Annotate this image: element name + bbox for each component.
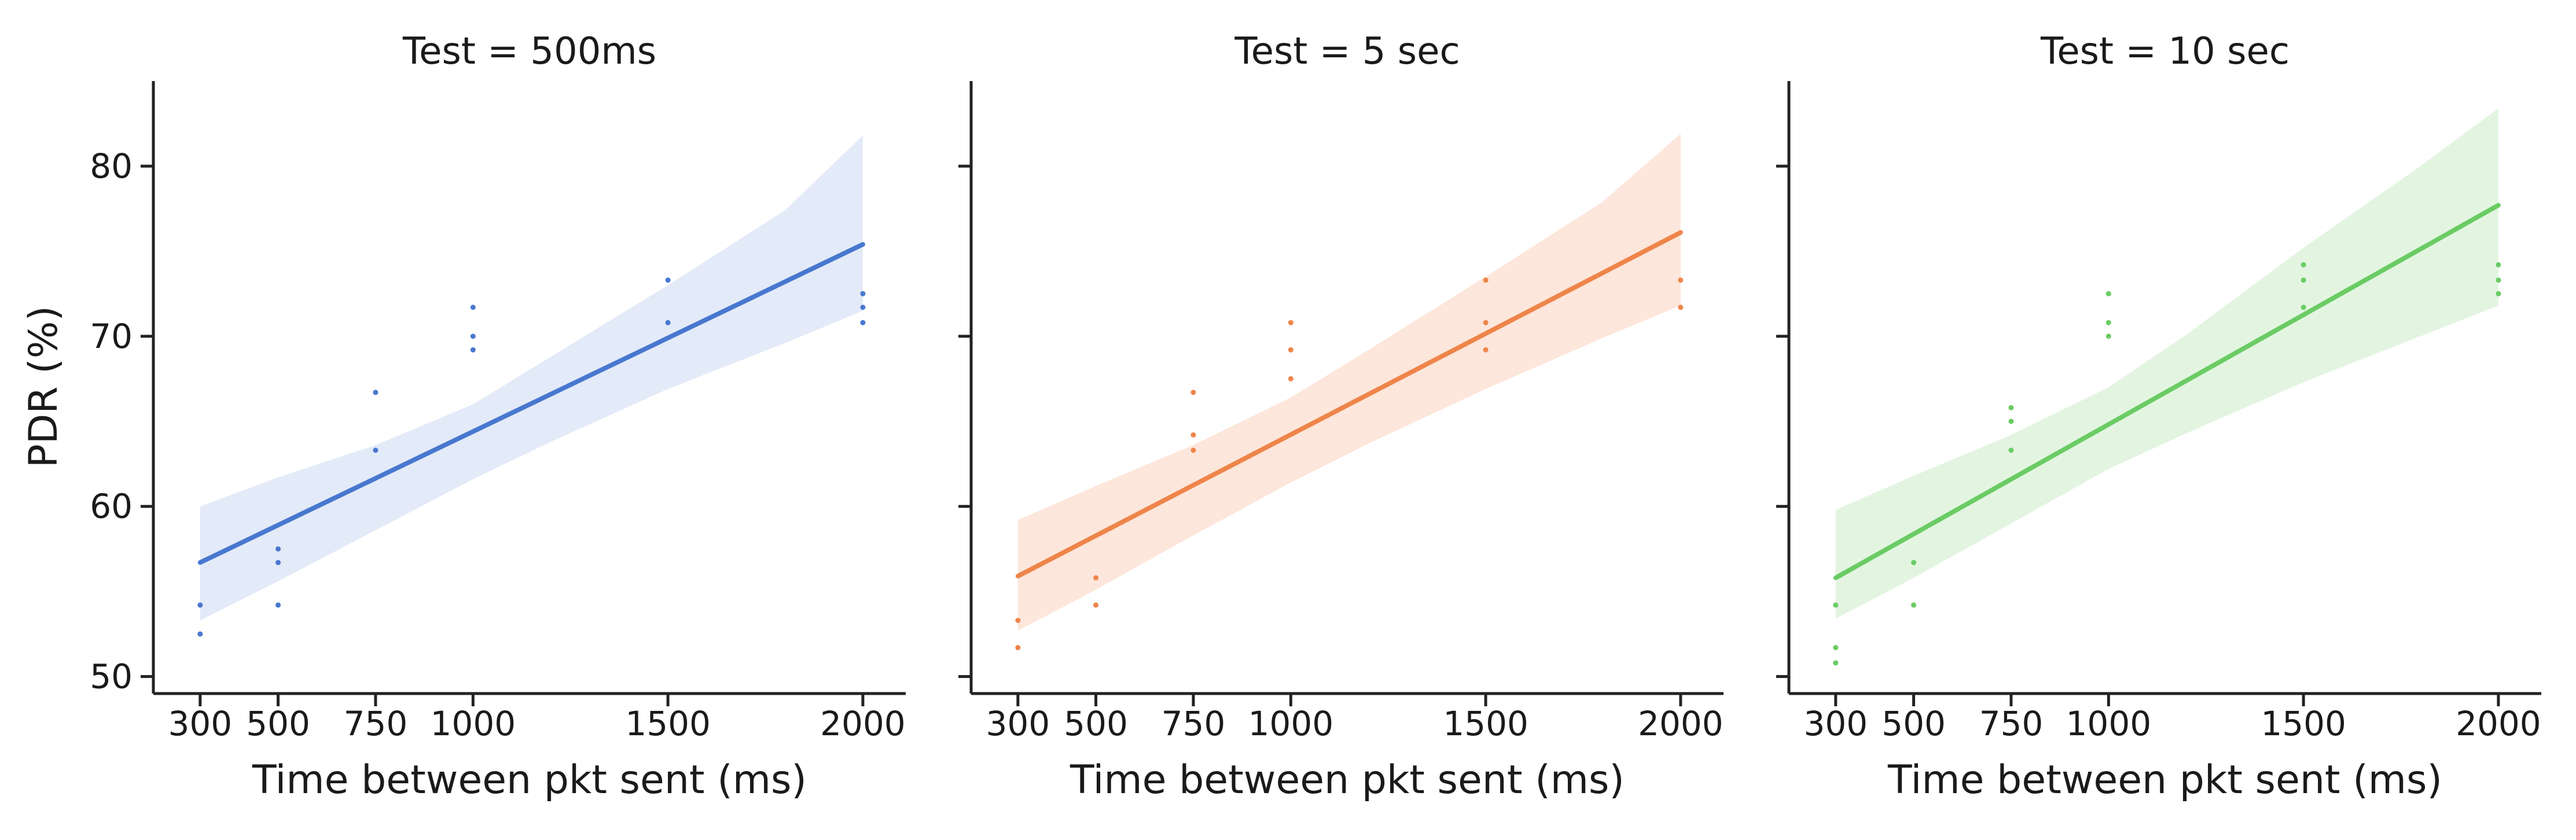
panel-1-data-point xyxy=(197,602,203,608)
y-axis-label: PDR (%) xyxy=(21,306,67,468)
panel-1-data-point xyxy=(470,333,476,339)
panel-3-data-point xyxy=(2105,333,2111,339)
panel-1-data-point xyxy=(470,347,476,353)
panel-3-x-tick-label: 500 xyxy=(1882,704,1946,743)
panel-2-data-point xyxy=(1678,277,1684,283)
panel-1-x-tick-label: 750 xyxy=(344,704,408,743)
panel-1-data-point xyxy=(275,602,281,608)
panel-3-data-point xyxy=(2301,277,2306,283)
panel-2-data-point xyxy=(1190,390,1196,395)
panel-1-data-point xyxy=(197,631,203,637)
panel-3-x-tick-label: 1000 xyxy=(2066,704,2152,743)
panel-3-data-point xyxy=(1911,602,1917,608)
panel-2-regression-line xyxy=(1015,230,1683,579)
panel-2-x-tick-label: 750 xyxy=(1162,704,1226,743)
panel-2-title: Test = 5 sec xyxy=(1234,30,1460,73)
panel-2-data-point xyxy=(1678,305,1684,310)
panel-1-x-tick-label: 500 xyxy=(246,704,310,743)
panel-2-confidence-band xyxy=(1017,134,1681,631)
panel-3-data-point xyxy=(2496,262,2501,267)
panel-3-data-point xyxy=(2105,320,2111,325)
panel-3-data-point xyxy=(2008,419,2014,424)
panel-1-data-point xyxy=(275,546,281,552)
panel-2-data-point xyxy=(1190,432,1196,438)
panel-1-data-point xyxy=(860,291,866,296)
panel-1-confidence-band xyxy=(200,135,863,621)
panel-3-data-point xyxy=(2301,262,2306,267)
panel-3-title: Test = 10 sec xyxy=(2040,30,2290,73)
panel-3-data-point xyxy=(1833,660,1839,666)
panel-3-data-point xyxy=(2105,291,2111,296)
panel-2-data-point xyxy=(1483,320,1489,325)
panel-3-x-tick-label: 2000 xyxy=(2456,704,2541,743)
y-tick-label: 50 xyxy=(90,657,133,696)
panel-1-data-point xyxy=(860,305,866,310)
panel-2-x-axis-label: Time between pkt sent (ms) xyxy=(1070,757,1625,803)
panel-3-data-point xyxy=(2301,305,2306,310)
panel-1-data-point xyxy=(470,305,476,310)
panel-1-regression-line xyxy=(197,242,865,565)
y-tick-label: 80 xyxy=(90,146,133,186)
panel-3-data-point xyxy=(2496,291,2501,296)
panel-3-x-tick-label: 750 xyxy=(1979,704,2044,743)
panel-3-data-point xyxy=(1833,602,1839,608)
panel-3-data-point xyxy=(1911,560,1917,566)
panel-2-data-point xyxy=(1483,347,1489,353)
panel-3-confidence-band xyxy=(1835,108,2498,619)
panel-3-x-axis-label: Time between pkt sent (ms) xyxy=(1887,757,2442,803)
panel-2-data-point xyxy=(1015,618,1021,623)
panel-1-x-tick-label: 1000 xyxy=(431,704,516,743)
panel-1-x-tick-label: 2000 xyxy=(820,704,906,743)
panel-2-data-point xyxy=(1288,320,1293,325)
panel-3-data-point xyxy=(2008,405,2014,410)
panel-1-data-point xyxy=(860,320,866,325)
panel-1-title: Test = 500ms xyxy=(402,30,656,73)
panel-2-x-tick-label: 1000 xyxy=(1248,704,1334,743)
y-tick-label: 60 xyxy=(90,487,133,526)
panel-1-data-point xyxy=(373,390,379,395)
panel-3-regression-line xyxy=(1833,203,2501,581)
panel-2-x-tick-label: 1500 xyxy=(1443,704,1528,743)
panel-2-data-point xyxy=(1190,447,1196,453)
panel-2-data-point xyxy=(1288,347,1293,353)
panel-1-data-point xyxy=(665,320,671,325)
panel-2-x-tick-label: 300 xyxy=(986,704,1050,743)
panel-1-x-tick-label: 1500 xyxy=(625,704,711,743)
panel-1-data-point xyxy=(665,277,671,283)
panel-3-x-tick-label: 1500 xyxy=(2261,704,2346,743)
panel-1-data-point xyxy=(275,560,281,566)
panel-3-data-point xyxy=(1833,645,1839,651)
panel-3-x-tick-label: 300 xyxy=(1803,704,1868,743)
panel-1-x-tick-label: 300 xyxy=(168,704,232,743)
panel-2-data-point xyxy=(1288,376,1293,382)
panel-2-data-point xyxy=(1093,575,1099,581)
panel-1-x-axis-label: Time between pkt sent (ms) xyxy=(252,757,807,803)
panel-2-data-point xyxy=(1483,277,1489,283)
panel-2-x-tick-label: 2000 xyxy=(1638,704,1724,743)
panel-3-data-point xyxy=(2496,277,2501,283)
y-tick-label: 70 xyxy=(90,317,133,356)
panel-1-data-point xyxy=(373,447,379,453)
panel-2-data-point xyxy=(1015,645,1021,651)
panel-2-x-tick-label: 500 xyxy=(1064,704,1128,743)
panel-3-data-point xyxy=(2008,447,2014,453)
panel-2-data-point xyxy=(1093,602,1099,608)
